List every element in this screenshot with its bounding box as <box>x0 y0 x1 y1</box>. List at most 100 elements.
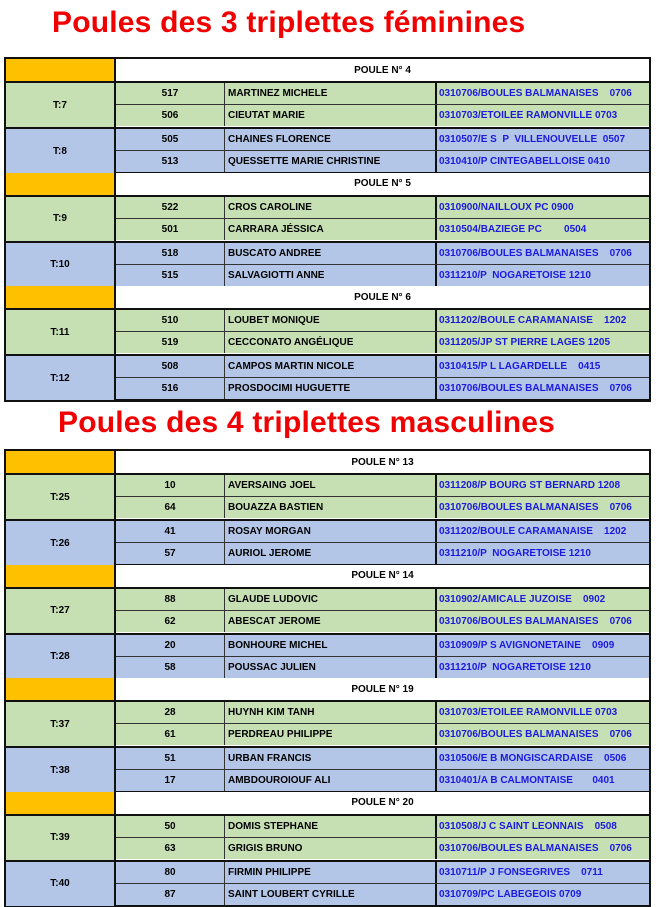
player-name: CHAINES FLORENCE <box>225 129 437 150</box>
player-club: 0310410/P CINTEGABELLOISE 0410 <box>439 156 611 167</box>
player-number: 508 <box>116 356 225 377</box>
player-number: 510 <box>116 310 225 331</box>
table-row: 518 BUSCATO ANDREE 0310706/BOULES BALMANAI… <box>116 242 649 265</box>
poule-block: POULE N° 6 T:11 510 LOUBET MONIQUE 0311202/B… <box>6 286 649 400</box>
player-name: CROS CAROLINE <box>225 196 437 218</box>
player-name: CIEUTAT MARIE <box>225 105 437 126</box>
team-players: 505 CHAINES FLORENCE 0310507/E S P VILLENO… <box>116 129 649 173</box>
team-players: 88 GLAUDE LUDOVIC 0310902/AMICALE JUZOISE … <box>116 588 649 633</box>
team-players: 508 CAMPOS MARTIN NICOLE 0310415/P L LAGAR… <box>116 356 649 400</box>
poule-title: POULE N° 6 <box>116 286 649 308</box>
poule-block: POULE N° 5 T:9 522 CROS CAROLINE 0310900/NAI… <box>6 172 649 287</box>
player-name: BOUAZZA BASTIEN <box>225 497 437 518</box>
poule-header: POULE N° 13 <box>6 451 649 475</box>
table-row: 508 CAMPOS MARTIN NICOLE 0310415/P L LAGAR… <box>116 356 649 378</box>
team-label: T:10 <box>6 242 116 287</box>
player-club: 0310507/E S P VILLENOUVELLE 0507 <box>439 134 626 145</box>
table-row: 58 POUSSAC JULIEN 0311210/P NOGARETOISE 12… <box>116 656 649 678</box>
player-club: 0310508/J C SAINT LEONNAIS 0508 <box>439 820 617 832</box>
player-number: 10 <box>116 475 225 496</box>
player-club: 0310703/ETOILEE RAMONVILLE 0703 <box>439 707 618 718</box>
player-club: 0310909/P S AVIGNONETAINE 0909 <box>439 639 615 651</box>
player-club: 0310706/BOULES BALMANAISES 0706 <box>439 502 632 513</box>
player-name: POUSSAC JULIEN <box>225 656 437 678</box>
table-row: 505 CHAINES FLORENCE 0310507/E S P VILLENO… <box>116 129 649 151</box>
section-title-women: Poules des 3 triplettes féminines <box>52 6 526 39</box>
player-name: AVERSAING JOEL <box>225 475 437 496</box>
table-row: 510 LOUBET MONIQUE 0311202/BOULE CARAMANAI… <box>116 310 649 332</box>
player-number: 20 <box>116 634 225 656</box>
player-number: 50 <box>116 815 225 837</box>
team-group: T:7 517 MARTINEZ MICHELE 0310706/BOULES BAL… <box>6 83 649 129</box>
player-number: 80 <box>116 861 225 883</box>
player-number: 28 <box>116 702 225 723</box>
team-players: 522 CROS CAROLINE 0310900/NAILLOUX PC 0900… <box>116 196 649 241</box>
player-club: 0311202/BOULE CARAMANAISE 1202 <box>439 315 627 326</box>
poule-header: POULE N° 20 <box>6 791 649 816</box>
women-poules-table: POULE N° 4 T:7 517 MARTINEZ MICHELE 0310706/… <box>4 57 651 402</box>
poule-title: POULE N° 4 <box>116 59 649 81</box>
team-label: T:11 <box>6 310 116 354</box>
poule-title: POULE N° 20 <box>116 791 649 814</box>
team-label: T:40 <box>6 861 116 906</box>
player-club: 0310703/ETOILEE RAMONVILLE 0703 <box>439 110 618 121</box>
team-label: T:28 <box>6 634 116 679</box>
player-name: HUYNH KIM TANH <box>225 702 437 723</box>
team-players: 10 AVERSAING JOEL 0311208/P BOURG ST BERNA… <box>116 475 649 519</box>
team-label: T:8 <box>6 129 116 173</box>
player-club: 0310504/BAZIEGE PC 0504 <box>439 223 587 235</box>
player-club: 0311210/P NOGARETOISE 1210 <box>439 548 591 559</box>
poule-header: POULE N° 14 <box>6 564 649 589</box>
player-club: 0310711/P J FONSEGRIVES 0711 <box>439 866 603 878</box>
player-club: 0310706/BOULES BALMANAISES 0706 <box>439 88 632 99</box>
table-row: 80 FIRMIN PHILIPPE 0310711/P J FONSEGRIVES… <box>116 861 649 884</box>
poule-accent-cell <box>6 451 116 473</box>
table-row: 17 AMBDOUROIOUF ALI 0310401/A B CALMONTAIS… <box>116 770 649 791</box>
poule-title: POULE N° 14 <box>116 564 649 587</box>
poule-header: POULE N° 19 <box>6 678 649 702</box>
player-club: 0310900/NAILLOUX PC 0900 <box>439 201 574 213</box>
player-number: 88 <box>116 588 225 610</box>
table-row: 64 BOUAZZA BASTIEN 0310706/BOULES BALMANAI… <box>116 497 649 518</box>
team-players: 28 HUYNH KIM TANH 0310703/ETOILEE RAMONVIL… <box>116 702 649 746</box>
table-row: 62 ABESCAT JEROME 0310706/BOULES BALMANAIS… <box>116 610 649 632</box>
team-group: T:25 10 AVERSAING JOEL 0311208/P BOURG ST B… <box>6 475 649 521</box>
player-club: 0311202/BOULE CARAMANAISE 1202 <box>439 526 627 537</box>
player-name: BONHOURE MICHEL <box>225 634 437 656</box>
poule-block: POULE N° 19 T:37 28 HUYNH KIM TANH 0310703/E… <box>6 678 649 792</box>
poule-block: POULE N° 13 T:25 10 AVERSAING JOEL 0311208/P… <box>6 451 649 565</box>
team-label: T:25 <box>6 475 116 519</box>
team-players: 41 ROSAY MORGAN 0311202/BOULE CARAMANAISE … <box>116 521 649 565</box>
team-group: T:38 51 URBAN FRANCIS 0310506/E B MONGISCAR… <box>6 748 649 792</box>
player-name: DOMIS STEPHANE <box>225 815 437 837</box>
table-row: 63 GRIGIS BRUNO 0310706/BOULES BALMANAISES… <box>116 837 649 859</box>
poule-title: POULE N° 19 <box>116 678 649 700</box>
team-label: T:7 <box>6 83 116 127</box>
player-number: 64 <box>116 497 225 518</box>
team-label: T:12 <box>6 356 116 400</box>
player-number: 17 <box>116 770 225 791</box>
team-group: T:37 28 HUYNH KIM TANH 0310703/ETOILEE RAMO… <box>6 702 649 748</box>
team-players: 20 BONHOURE MICHEL 0310909/P S AVIGNONETAI… <box>116 634 649 679</box>
team-group: T:26 41 ROSAY MORGAN 0311202/BOULE CARAMANA… <box>6 521 649 565</box>
player-name: PERDREAU PHILIPPE <box>225 724 437 745</box>
table-row: 87 SAINT LOUBERT CYRILLE 0310709/PC LABEGE… <box>116 883 649 905</box>
team-label: T:27 <box>6 588 116 633</box>
poule-accent-cell <box>6 678 116 700</box>
poule-header: POULE N° 4 <box>6 59 649 83</box>
player-number: 519 <box>116 332 225 353</box>
player-name: SAINT LOUBERT CYRILLE <box>225 883 437 905</box>
table-row: 41 ROSAY MORGAN 0311202/BOULE CARAMANAISE … <box>116 521 649 543</box>
team-players: 51 URBAN FRANCIS 0310506/E B MONGISCARDAIS… <box>116 748 649 792</box>
player-number: 57 <box>116 543 225 564</box>
men-poules-table: POULE N° 13 T:25 10 AVERSAING JOEL 0311208/P… <box>4 449 651 907</box>
player-name: GLAUDE LUDOVIC <box>225 588 437 610</box>
player-name: BUSCATO ANDREE <box>225 242 437 264</box>
team-players: 517 MARTINEZ MICHELE 0310706/BOULES BALMAN… <box>116 83 649 127</box>
poule-accent-cell <box>6 564 116 587</box>
table-row: 88 GLAUDE LUDOVIC 0310902/AMICALE JUZOISE … <box>116 588 649 611</box>
poule-title: POULE N° 5 <box>116 172 649 195</box>
player-number: 517 <box>116 83 225 104</box>
team-label: T:39 <box>6 815 116 860</box>
player-number: 61 <box>116 724 225 745</box>
